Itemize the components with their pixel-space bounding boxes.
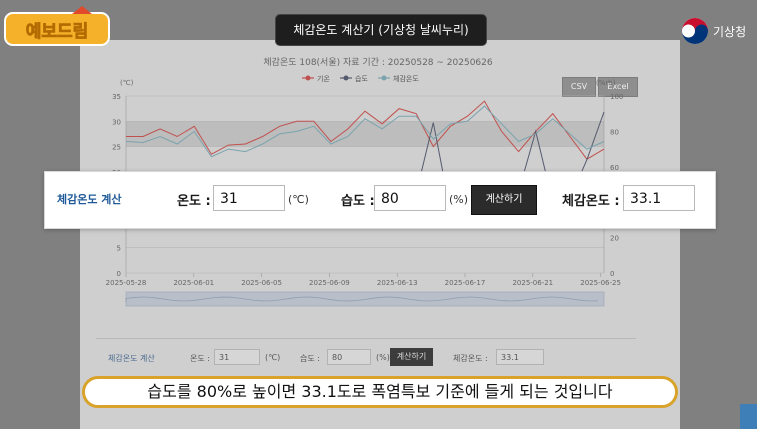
result-field: 33.1 [623,185,695,211]
x-tick-label: 2025-06-25 [580,279,621,287]
brand-logo: 예보드림 [4,6,110,46]
temp-unit: (℃) [288,193,309,206]
kma-logo: 기상청 [680,16,754,46]
series-line-3 [125,105,605,158]
x-tick-label: 2025-06-05 [241,279,282,287]
x-tick-label: 2025-06-01 [173,279,214,287]
legend-marker [381,75,387,81]
temp-label: 온도 : [177,194,211,209]
x-tick-label: 2025-06-13 [377,279,418,287]
calc-dim-button[interactable]: 계산하기 [390,348,433,366]
calc-dim-result-field: 33.1 [496,349,544,365]
legend-label: 체감온도 [393,75,419,83]
series-line-1 [126,100,605,160]
y-tick-left: 25 [112,144,121,152]
x-tick-label: 2025-05-28 [106,279,147,287]
result-label: 체감온도 : [562,194,620,209]
left-axis-unit: (℃) [120,79,134,87]
csv-button[interactable]: CSV [562,77,596,97]
calc-dim-humidity-unit: (%) [376,353,390,362]
y-tick-right: 20 [610,235,619,243]
y-tick-right: 100 [610,93,623,101]
x-tick-label: 2025-06-09 [309,279,350,287]
brand-logo-text: 예보드림 [26,22,89,42]
legend-marker [343,75,349,81]
legend-label: 기온 [317,74,330,83]
humidity-unit: (%) [449,193,469,206]
legend-marker [305,75,311,81]
x-tick-label: 2025-06-21 [512,279,553,287]
calc-dim-humidity-input[interactable]: 80 [327,349,371,365]
chart-band [126,121,604,147]
y-tick-right: 60 [610,164,619,172]
calc-dim-temp-unit: (℃) [265,353,281,362]
chart-title: 체감온도 108(서울) 자료 기간 : 20250528 ~ 20250626 [263,56,492,68]
subtitle-caption: 습도를 80%로 높이면 33.1도로 폭염특보 기준에 들게 되는 것입니다 [82,376,678,408]
kma-logo-text: 기상청 [713,25,747,39]
corner-tab [740,404,757,429]
chart-legend: 기온 습도 체감온도 [302,74,419,83]
calc-dim-humidity-label: 습도 : [300,354,320,363]
calc-popup: 체감온도 계산 온도 : 31 (℃) 습도 : 80 (%) 계산하기 체감온… [44,171,716,229]
calculate-button[interactable]: 계산하기 [471,185,537,215]
x-tick-label: 2025-06-17 [445,279,486,287]
legend-label: 습도 [355,74,368,83]
calc-dim-title: 체감온도 계산 [108,354,155,363]
kma-emblem-icon [682,18,708,44]
calc-dim-result-label: 체감온도 : [453,354,488,363]
y-tick-left: 35 [112,93,121,101]
excel-button[interactable]: Excel [598,77,638,97]
calc-dim-temp-label: 온도 : [190,354,210,363]
y-tick-left: 5 [117,245,121,253]
navigator-line [125,296,599,302]
y-tick-left: 0 [117,270,121,278]
calc-dim-temp-input[interactable]: 31 [214,349,260,365]
chart-x-ticks: 2025-05-28 2025-06-01 2025-06-05 2025-06-09… [106,273,621,287]
chart-navigator [125,291,605,307]
humidity-label: 습도 : [341,194,375,209]
y-tick-right: 0 [610,270,614,278]
calc-title: 체감온도 계산 [57,193,122,206]
temp-input[interactable]: 31 [213,185,285,211]
humidity-input[interactable]: 80 [374,185,446,211]
y-tick-left: 30 [112,118,121,126]
video-title-badge: 체감온도 계산기 (기상청 날씨누리) [275,14,487,46]
y-tick-right: 80 [610,128,619,136]
web-page-panel: CSV Excel [80,40,680,429]
right-axis-unit: (%rh) [596,79,616,87]
